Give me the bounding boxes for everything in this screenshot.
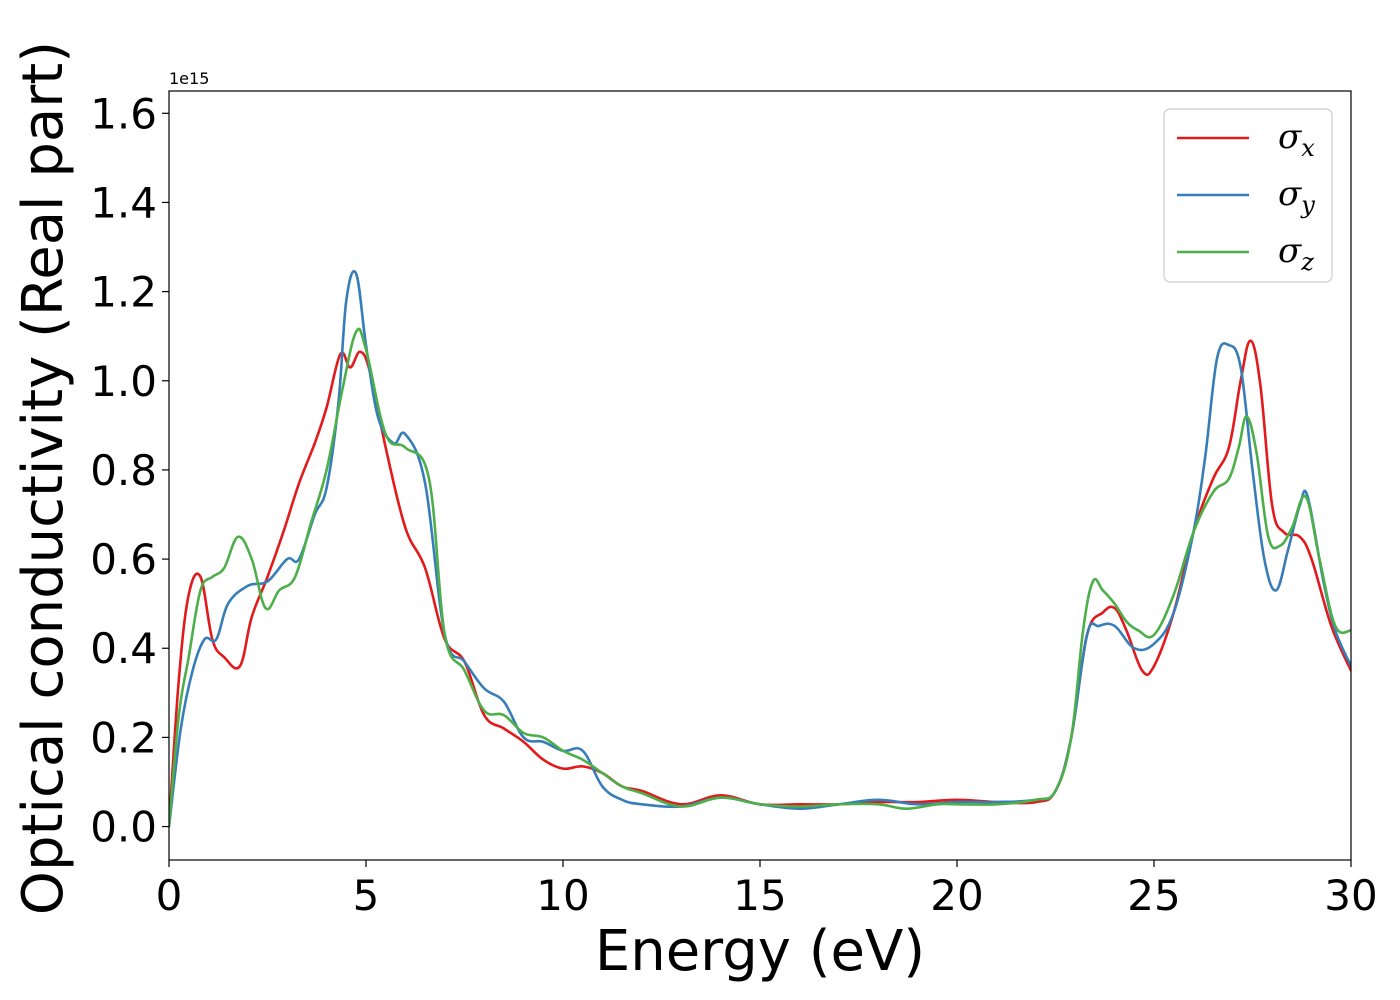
x-tick-label: 15 [733,871,786,920]
y-tick-label: 0.6 [90,535,157,584]
y-tick-label: 1.6 [90,89,157,138]
series-line-sigma-z [169,327,1351,828]
series-line-sigma-x [169,339,1351,828]
x-tick-label: 30 [1324,871,1377,920]
legend-label-sigma-y: σy [1278,174,1315,219]
y-offset-text: 1e15 [169,69,209,88]
legend-label-sigma-z: σz [1278,231,1314,276]
x-tick-label: 20 [930,871,983,920]
x-tick-label: 25 [1127,871,1180,920]
x-axis-label: Energy (eV) [595,919,925,984]
y-tick-label: 0.0 [90,803,157,852]
y-tick-label: 0.4 [90,624,157,673]
legend: σx σy σz [1163,108,1333,283]
x-axis: 0 5 10 15 20 25 30 [156,860,1378,920]
y-tick-label: 1.0 [90,357,157,406]
y-axis-label: Optical conductivity (Real part) [11,41,76,915]
y-tick-label: 0.2 [90,713,157,762]
y-tick-label: 0.8 [90,446,157,495]
x-tick-label: 10 [536,871,589,920]
y-tick-label: 1.4 [90,178,157,227]
legend-label-sigma-x: σx [1278,117,1315,162]
y-tick-label: 1.2 [90,268,157,317]
series-lines [169,269,1351,828]
x-tick-label: 0 [156,871,183,920]
x-tick-label: 5 [353,871,380,920]
y-axis: 0.0 0.2 0.4 0.6 0.8 1.0 1.2 1.4 1.6 [90,89,169,852]
